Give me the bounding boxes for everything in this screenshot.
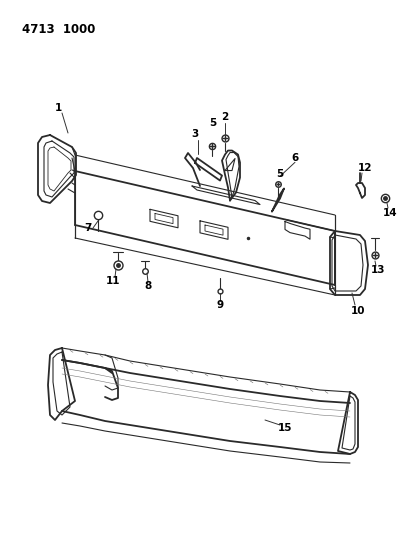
Text: 5: 5 <box>209 118 216 128</box>
Text: 5: 5 <box>276 169 283 179</box>
Text: 10: 10 <box>350 306 364 316</box>
Text: 11: 11 <box>106 276 120 286</box>
Text: 3: 3 <box>191 129 198 139</box>
Text: 9: 9 <box>216 300 223 310</box>
Text: 1: 1 <box>54 103 61 113</box>
Text: 15: 15 <box>277 423 292 433</box>
Text: 13: 13 <box>370 265 384 275</box>
Text: 6: 6 <box>291 154 298 163</box>
Text: 2: 2 <box>221 111 228 122</box>
Text: 4713  1000: 4713 1000 <box>22 23 95 36</box>
Text: 12: 12 <box>357 163 371 173</box>
Text: 8: 8 <box>144 281 151 291</box>
Text: 14: 14 <box>382 208 396 218</box>
Text: 7: 7 <box>84 223 92 233</box>
